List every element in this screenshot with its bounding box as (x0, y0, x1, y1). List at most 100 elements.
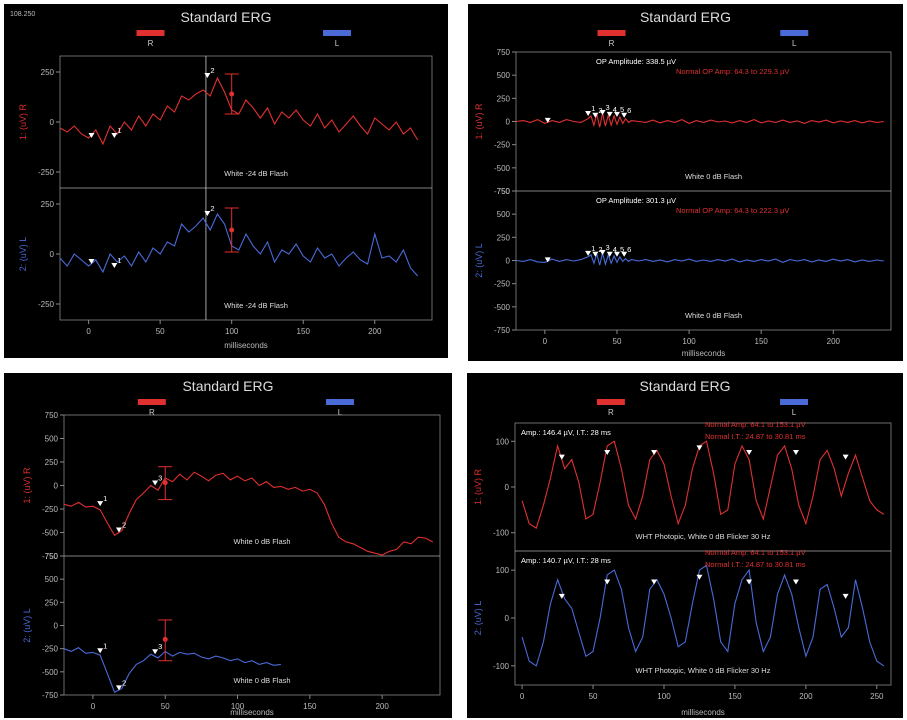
plot-frame (63, 414, 441, 696)
legend-swatch (780, 399, 808, 405)
y-tick-label: -100 (493, 529, 510, 538)
y-tick-label: 100 (496, 437, 510, 446)
stimulus-label: White 0 dB Flash (233, 537, 290, 546)
waveform-trace (59, 76, 419, 146)
peak-marker (592, 112, 599, 118)
legend-label: R (149, 408, 155, 417)
peak-marker (599, 110, 606, 116)
y-tick-label: -500 (42, 529, 59, 538)
peak-marker (792, 450, 799, 455)
peak-label: 2 (122, 678, 126, 687)
legend-label: L (792, 408, 797, 417)
y-tick-label: -750 (494, 187, 511, 196)
peak-label: 1 (591, 244, 595, 253)
erg-panel: Standard ERG 108.250 R L 0 50 100 150 200 millise… (4, 4, 448, 358)
y-tick-label: -500 (42, 668, 59, 677)
x-tick-label: 50 (613, 337, 622, 346)
legend-swatch (326, 399, 354, 405)
y-axis-label: 2: (uV) L (18, 237, 28, 272)
x-tick-label: 200 (375, 702, 389, 711)
y-tick-label: 500 (497, 71, 511, 80)
peak-marker (792, 579, 799, 585)
peak-marker (696, 574, 703, 580)
amplitude-annotation: OP Amplitude: 301.3 µV (596, 196, 676, 205)
peak-label: 4 (613, 105, 617, 114)
x-tick-label: 150 (297, 327, 311, 336)
corner-value: 108.250 (10, 11, 35, 18)
peak-marker (651, 450, 658, 455)
y-tick-label: 250 (45, 598, 59, 607)
y-tick-label: -250 (494, 280, 511, 289)
y-tick-label: 0 (50, 250, 55, 259)
normal-amp-annotation: Normal OP Amp: 64.3 to 229.3 µV (676, 67, 789, 76)
x-tick-label: 150 (728, 692, 742, 701)
peak-marker (604, 579, 611, 585)
x-tick-label: 250 (870, 692, 884, 701)
normal-range-point (162, 636, 168, 642)
x-tick-label: 50 (156, 327, 165, 336)
stimulus-label: White 0 dB Flash (685, 172, 742, 181)
x-axis-label: milliseconds (681, 708, 725, 717)
y-tick-label: 0 (506, 257, 511, 266)
y-tick-label: -750 (42, 691, 59, 700)
y-tick-label: 0 (54, 482, 59, 491)
y-tick-label: -750 (42, 552, 59, 561)
y-tick-label: 0 (506, 118, 511, 127)
y-tick-label: -250 (38, 168, 55, 177)
y-tick-label: 0 (505, 614, 510, 623)
peak-label: 2 (210, 66, 214, 75)
waveform-trace (63, 647, 281, 693)
y-axis-label: 2: (uV) L (474, 243, 484, 278)
peak-marker (97, 648, 104, 654)
peak-label: 3 (158, 642, 162, 651)
peak-label: 3 (158, 474, 162, 483)
erg-chart: Standard ERG R L 0 50 100 150 200 250 millisecond… (473, 378, 892, 717)
peak-marker (746, 579, 753, 585)
peak-marker (544, 257, 551, 263)
y-axis-label: 2: (uV) L (22, 608, 32, 643)
y-tick-label: 500 (497, 210, 511, 219)
peak-marker (613, 111, 620, 117)
x-tick-label: 50 (161, 702, 170, 711)
peak-label: 6 (627, 245, 631, 254)
waveform-trace (521, 440, 885, 529)
peak-marker (592, 251, 599, 257)
y-tick-label: 750 (497, 48, 511, 57)
x-axis-label: milliseconds (224, 341, 268, 350)
stimulus-label: White 0 dB Flash (233, 676, 290, 685)
x-tick-label: 100 (231, 702, 245, 711)
peak-marker (204, 211, 211, 216)
legend-label: R (608, 408, 614, 417)
peak-marker (111, 263, 118, 268)
y-tick-label: 500 (45, 435, 59, 444)
x-tick-label: 100 (682, 337, 696, 346)
x-tick-label: 200 (799, 692, 813, 701)
x-tick-label: 50 (589, 692, 598, 701)
legend-label: L (338, 408, 343, 417)
chart-title: Standard ERG (180, 9, 271, 25)
normal-range-point (229, 91, 235, 97)
y-tick-label: 0 (54, 622, 59, 631)
legend-label: R (609, 39, 615, 48)
legend-swatch (596, 399, 625, 405)
chart-title: Standard ERG (182, 378, 273, 394)
legend-swatch (780, 30, 809, 36)
peak-label: 2 (598, 245, 602, 254)
normal-amp-annotation: Normal OP Amp: 64.3 to 222.3 µV (676, 206, 789, 215)
peak-marker (651, 579, 658, 585)
plot-frame (514, 422, 892, 686)
peak-marker (621, 112, 628, 118)
stimulus-label: WHT Photopic, White 0 dB Flicker 30 Hz (636, 666, 771, 675)
x-tick-label: 200 (827, 337, 841, 346)
y-tick-label: 250 (497, 233, 511, 242)
chart-title: Standard ERG (639, 378, 730, 394)
y-tick-label: 0 (505, 483, 510, 492)
stimulus-label: White -24 dB Flash (224, 169, 288, 178)
y-tick-label: 0 (50, 118, 55, 127)
amplitude-annotation: OP Amplitude: 338.5 µV (596, 57, 676, 66)
legend-label: L (335, 39, 340, 48)
peak-label: 1 (117, 126, 121, 135)
peak-label: 4 (613, 245, 617, 254)
y-axis-label: 1: (uV) R (18, 103, 28, 140)
y-axis-label: 2: (uV) L (473, 601, 483, 636)
